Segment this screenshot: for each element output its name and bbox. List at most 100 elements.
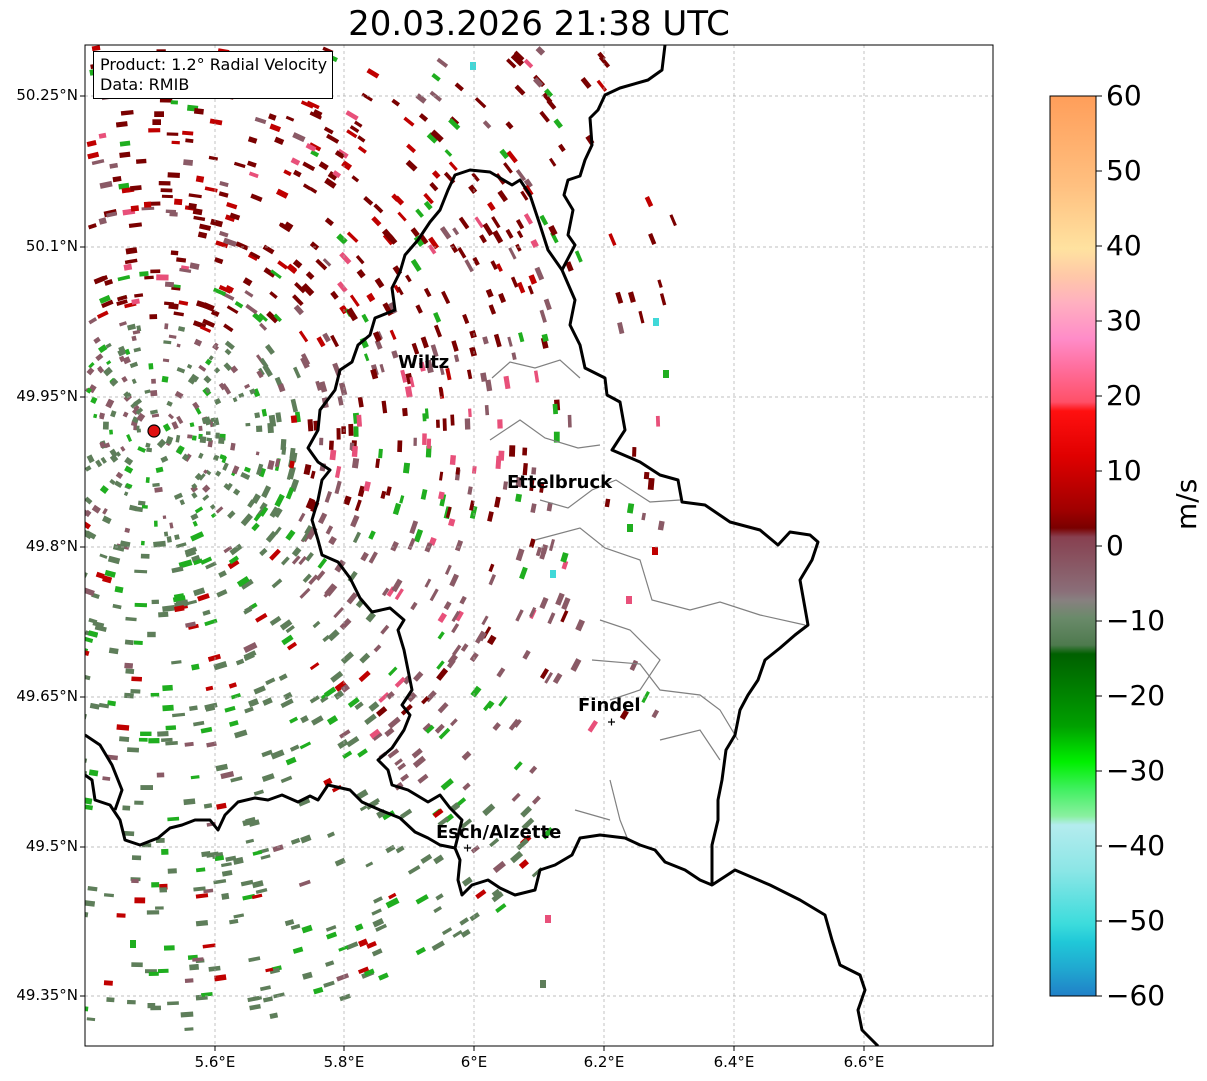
echo-cell xyxy=(213,878,227,885)
plot-frame xyxy=(84,44,994,1047)
echo-cell xyxy=(85,673,91,681)
echo-cell xyxy=(209,118,223,126)
echo-cell xyxy=(212,287,227,297)
echo-cell xyxy=(596,79,608,92)
echo-cell xyxy=(300,356,310,369)
echo-cell xyxy=(560,552,569,563)
echo-cell xyxy=(248,956,261,963)
echo-cell xyxy=(439,226,452,240)
echo-cell xyxy=(655,415,661,427)
echo-cell xyxy=(116,299,128,306)
echo-cell xyxy=(87,223,97,230)
echo-cell xyxy=(101,299,114,309)
echo-cell xyxy=(138,737,148,742)
echo-cell xyxy=(284,221,294,230)
echo-cell xyxy=(381,228,395,242)
echo-cell xyxy=(135,506,144,513)
echo-cell xyxy=(632,447,637,457)
echo-cell xyxy=(415,93,427,104)
echo-cell xyxy=(457,246,467,259)
echo-cell xyxy=(136,428,141,433)
echo-cell xyxy=(397,440,403,453)
echo-cell xyxy=(378,692,390,703)
echo-cell xyxy=(165,435,174,445)
echo-cell xyxy=(424,542,433,553)
echo-cell xyxy=(382,810,395,821)
echo-cell xyxy=(259,506,269,517)
echo-cell xyxy=(91,158,105,166)
echo-cell xyxy=(357,145,367,154)
echo-cell xyxy=(158,611,169,618)
echo-cell xyxy=(449,573,459,587)
echo-cell xyxy=(147,1003,156,1009)
echo-cell xyxy=(184,546,198,555)
echo-cell xyxy=(194,506,204,514)
lon-tick: 6.4°E xyxy=(713,1053,755,1071)
echo-cell xyxy=(119,540,131,548)
echo-cell xyxy=(129,361,139,369)
echo-cell xyxy=(195,867,206,873)
echo-cell xyxy=(372,918,385,928)
echo-cell xyxy=(195,893,209,899)
echo-cell xyxy=(170,250,179,256)
echo-cell xyxy=(134,293,144,298)
echo-cell xyxy=(274,493,285,508)
echo-cell xyxy=(214,974,227,982)
echo-cell xyxy=(171,660,182,665)
echo-cell xyxy=(290,837,301,845)
echo-cell xyxy=(349,294,360,307)
echo-cell xyxy=(152,119,161,125)
echo-cell xyxy=(439,471,444,481)
echo-cell xyxy=(409,520,419,535)
echo-cell xyxy=(208,965,221,972)
echo-cell xyxy=(368,551,378,564)
echo-cell xyxy=(242,277,253,287)
echo-cell xyxy=(312,620,321,629)
echo-cell xyxy=(117,294,128,302)
echo-cell xyxy=(464,418,471,430)
echo-cell xyxy=(91,45,101,52)
echo-cell xyxy=(205,685,214,692)
echo-cell xyxy=(185,621,196,628)
echo-cell xyxy=(410,601,418,611)
echo-cell xyxy=(258,367,265,376)
echo-cell xyxy=(366,940,377,949)
echo-cell xyxy=(373,644,382,653)
echo-cell xyxy=(371,948,383,957)
echo-cell xyxy=(347,697,360,708)
echo-cell xyxy=(124,662,134,669)
echo-cell xyxy=(527,285,534,295)
echo-cell xyxy=(334,480,342,495)
echo-cell xyxy=(423,200,433,211)
echo-cell xyxy=(198,473,206,481)
echo-cell xyxy=(94,624,107,632)
echo-cell xyxy=(657,279,663,288)
city-label-findel: Findel xyxy=(578,695,641,716)
echo-cell xyxy=(410,258,422,272)
echo-cell xyxy=(326,133,340,144)
colorbar-ticks xyxy=(1096,95,1102,997)
echo-cell xyxy=(433,312,442,323)
echo-cell xyxy=(431,72,441,82)
echo-cell xyxy=(489,837,500,848)
echo-cell xyxy=(515,609,524,622)
echo-cell xyxy=(104,278,114,286)
echo-cell xyxy=(438,386,444,397)
echo-cell xyxy=(397,211,407,222)
echo-cell xyxy=(139,271,149,277)
echo-cell xyxy=(98,132,107,139)
echo-cell xyxy=(462,782,471,791)
echo-cell xyxy=(203,375,212,384)
echo-cell xyxy=(402,407,408,417)
echo-cell xyxy=(653,318,659,326)
echo-cell xyxy=(148,128,161,133)
echo-cell xyxy=(208,155,219,161)
echo-cell xyxy=(202,609,211,616)
echo-cell xyxy=(358,938,369,948)
echo-cell xyxy=(285,115,295,122)
echo-cell xyxy=(395,845,405,854)
echo-cell xyxy=(460,643,469,652)
echo-cell xyxy=(345,110,359,121)
echo-cell xyxy=(319,437,324,446)
echo-cell xyxy=(212,454,220,462)
